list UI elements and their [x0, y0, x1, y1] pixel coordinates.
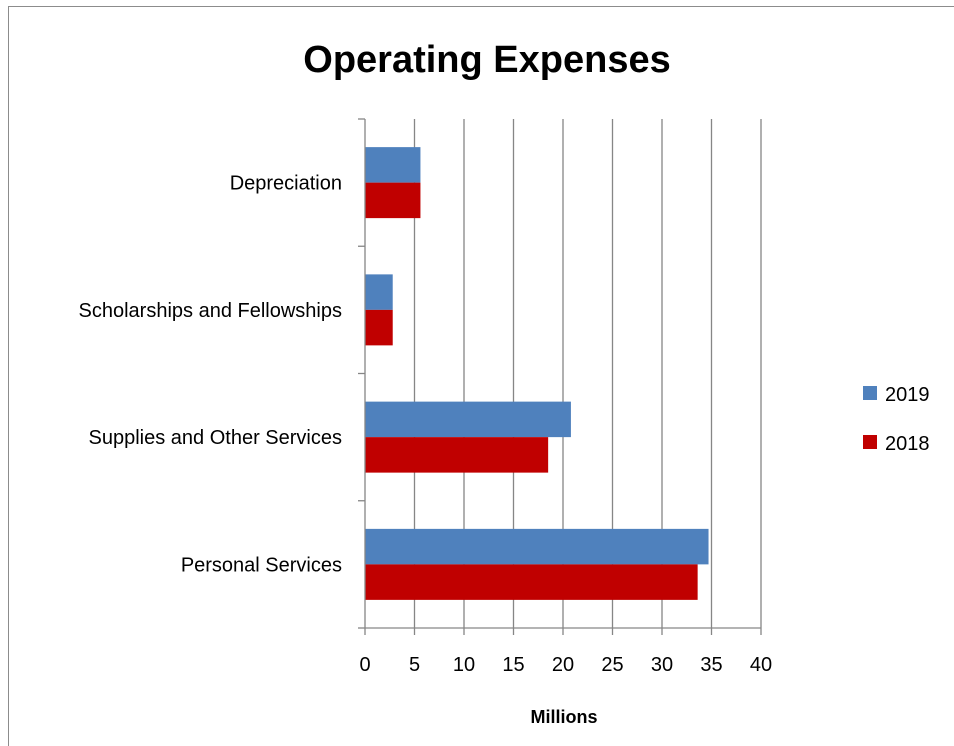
chart-frame: [8, 6, 954, 746]
x-axis-title: Millions: [531, 707, 598, 727]
bar-2018-scholarships-and-fellowships: [365, 309, 393, 346]
chart-title: Operating Expenses: [303, 39, 670, 81]
bar-2018-personal-services: [365, 564, 698, 600]
legend-swatch-2018: [863, 435, 877, 449]
x-tick-label: 40: [750, 654, 772, 676]
x-tick-label: 5: [409, 654, 420, 676]
x-tick-label: 10: [453, 654, 475, 676]
x-tick-labels: 0 5 10 15 20 25 30 35 40: [359, 654, 772, 676]
x-tick-label: 20: [552, 654, 574, 676]
legend-swatch-2019: [863, 386, 877, 400]
bar-2019-supplies-and-other-services: [365, 401, 571, 438]
bar-2019-depreciation: [365, 147, 421, 183]
bar-2018-depreciation: [365, 182, 421, 219]
category-labels: Personal Services Supplies and Other Serv…: [79, 173, 342, 577]
legend-label-2019: 2019: [885, 384, 930, 406]
x-tick-label: 25: [601, 654, 623, 676]
x-tick-label: 0: [359, 654, 370, 676]
category-label: Scholarships and Fellowships: [79, 300, 342, 322]
x-tick-label: 30: [651, 654, 673, 676]
category-label: Depreciation: [230, 173, 342, 195]
bar-2019-scholarships-and-fellowships: [365, 274, 393, 310]
x-tick-label: 35: [700, 654, 722, 676]
axes-group: [358, 118, 762, 635]
bars-group: [365, 147, 709, 600]
x-tick-label: 15: [502, 654, 524, 676]
legend-label-2018: 2018: [885, 433, 930, 455]
bar-2018-supplies-and-other-services: [365, 437, 549, 473]
legend: 2019 2018: [863, 384, 930, 455]
category-label: Personal Services: [181, 554, 342, 576]
bar-2019-personal-services: [365, 528, 709, 565]
category-label: Supplies and Other Services: [89, 427, 342, 449]
